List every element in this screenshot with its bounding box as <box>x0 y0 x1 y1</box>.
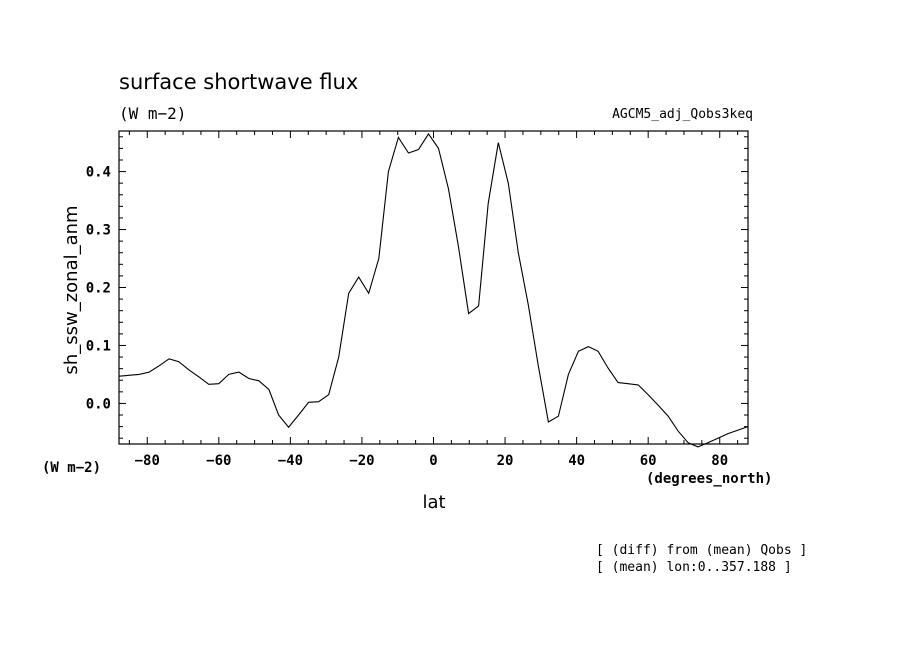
x-tick-label: −60 <box>206 453 231 469</box>
y-tick-label: 0.3 <box>86 223 111 239</box>
x-tick-label: −20 <box>349 453 374 469</box>
note-line-2: [ (mean) lon:0..357.188 ] <box>596 560 792 575</box>
y-tick-label: 0.2 <box>86 281 111 297</box>
x-tick-label: 40 <box>568 453 585 469</box>
x-ticks: −80 −60 −40 −20 0 20 40 60 80 <box>128 131 739 469</box>
x-tick-label: −40 <box>278 453 303 469</box>
plot-frame <box>118 130 749 445</box>
y-ticks: 0.0 0.1 0.2 0.3 0.4 <box>86 136 748 439</box>
y-axis-units: (W m−2) <box>42 460 101 476</box>
y-tick-label: 0.4 <box>86 165 111 181</box>
x-tick-label: 20 <box>497 453 514 469</box>
x-tick-label: −80 <box>135 453 160 469</box>
series-group <box>118 132 749 448</box>
note-line-1: [ (diff) from (mean) Qobs ] <box>596 543 807 558</box>
title-units: (W m−2) <box>119 104 186 123</box>
y-axis-label: sh_ssw_zonal_anm <box>61 205 82 374</box>
x-tick-label: 60 <box>640 453 657 469</box>
x-axis-label: lat <box>422 492 445 513</box>
x-tick-label: 80 <box>711 453 728 469</box>
run-label: AGCM5_adj_Qobs3keq <box>612 107 753 122</box>
y-tick-label: 0.0 <box>86 396 111 412</box>
chart-title: surface shortwave flux <box>119 70 358 94</box>
y-tick-label: 0.1 <box>86 338 111 354</box>
series-line <box>118 132 749 448</box>
x-tick-label: 0 <box>429 453 437 469</box>
x-axis-units: (degrees_north) <box>646 471 772 487</box>
